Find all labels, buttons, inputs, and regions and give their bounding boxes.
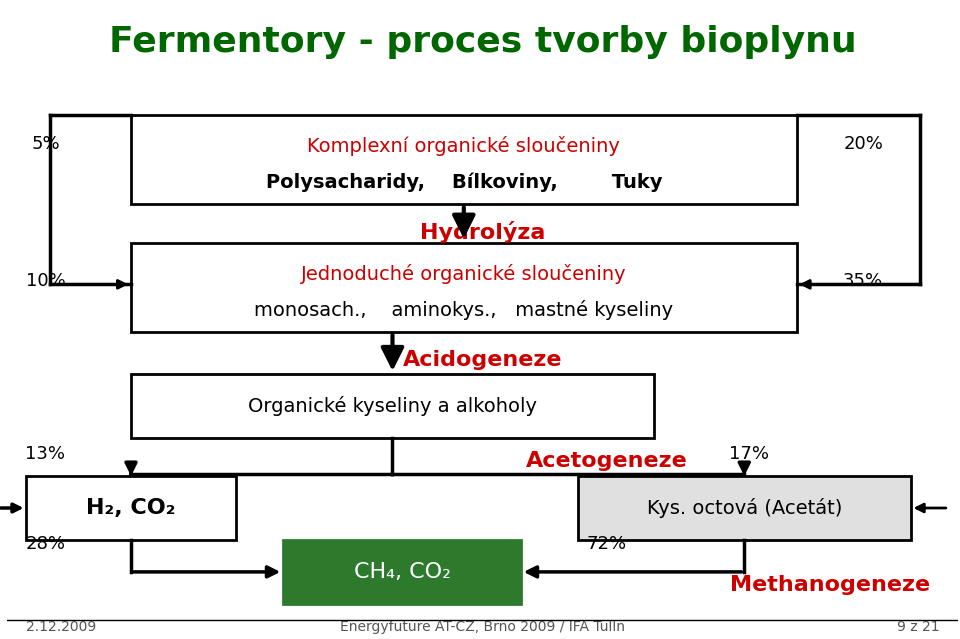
FancyBboxPatch shape xyxy=(131,115,797,204)
Text: 13%: 13% xyxy=(26,445,65,463)
Text: 2.12.2009: 2.12.2009 xyxy=(27,620,97,635)
Text: H₂, CO₂: H₂, CO₂ xyxy=(86,498,176,518)
Text: CH₄, CO₂: CH₄, CO₂ xyxy=(353,562,450,582)
Text: 17%: 17% xyxy=(729,445,769,463)
Text: Acidogeneze: Acidogeneze xyxy=(403,350,563,370)
Text: Polysacharidy,    Bílkoviny,        Tuky: Polysacharidy, Bílkoviny, Tuky xyxy=(266,173,662,192)
FancyBboxPatch shape xyxy=(27,476,235,540)
Text: 35%: 35% xyxy=(843,272,883,290)
Text: 9 z 21: 9 z 21 xyxy=(897,620,939,635)
Text: 5%: 5% xyxy=(31,135,60,153)
Text: Energyfuture AT-CZ, Brno 2009 / IFA Tulln: Energyfuture AT-CZ, Brno 2009 / IFA Tull… xyxy=(340,620,625,635)
FancyBboxPatch shape xyxy=(131,374,654,438)
Text: Organické kyseliny a alkoholy: Organické kyseliny a alkoholy xyxy=(248,396,537,416)
FancyBboxPatch shape xyxy=(131,243,797,332)
FancyBboxPatch shape xyxy=(578,476,911,540)
Text: Hydrolýza: Hydrolýza xyxy=(420,221,545,243)
Text: Acetogeneze: Acetogeneze xyxy=(525,451,687,472)
Text: 28%: 28% xyxy=(26,535,65,553)
Text: Methanogeneze: Methanogeneze xyxy=(730,574,930,595)
Text: Fermentory - proces tvorby bioplynu: Fermentory - proces tvorby bioplynu xyxy=(109,24,856,59)
Text: monosach.,    aminokys.,   mastné kyseliny: monosach., aminokys., mastné kyseliny xyxy=(254,300,673,320)
Text: Komplexní organické sloučeniny: Komplexní organické sloučeniny xyxy=(307,136,620,157)
Text: 72%: 72% xyxy=(587,535,627,553)
Text: 20%: 20% xyxy=(843,135,883,153)
Text: Kys. octová (Acetát): Kys. octová (Acetát) xyxy=(647,498,842,518)
Text: Jednoduché organické sloučeniny: Jednoduché organické sloučeniny xyxy=(301,264,627,284)
Text: 10%: 10% xyxy=(26,272,65,290)
FancyBboxPatch shape xyxy=(283,540,521,604)
